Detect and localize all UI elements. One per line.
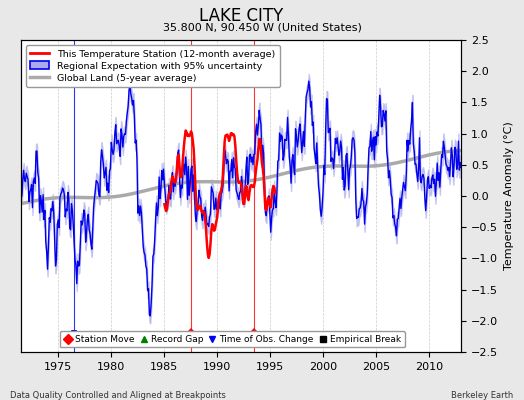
Text: Berkeley Earth: Berkeley Earth: [451, 391, 514, 400]
Text: Data Quality Controlled and Aligned at Breakpoints: Data Quality Controlled and Aligned at B…: [10, 391, 226, 400]
Y-axis label: Temperature Anomaly (°C): Temperature Anomaly (°C): [504, 122, 514, 270]
Legend: Station Move, Record Gap, Time of Obs. Change, Empirical Break: Station Move, Record Gap, Time of Obs. C…: [60, 331, 405, 348]
Text: 35.800 N, 90.450 W (United States): 35.800 N, 90.450 W (United States): [162, 22, 362, 32]
Title: LAKE CITY: LAKE CITY: [199, 6, 283, 24]
